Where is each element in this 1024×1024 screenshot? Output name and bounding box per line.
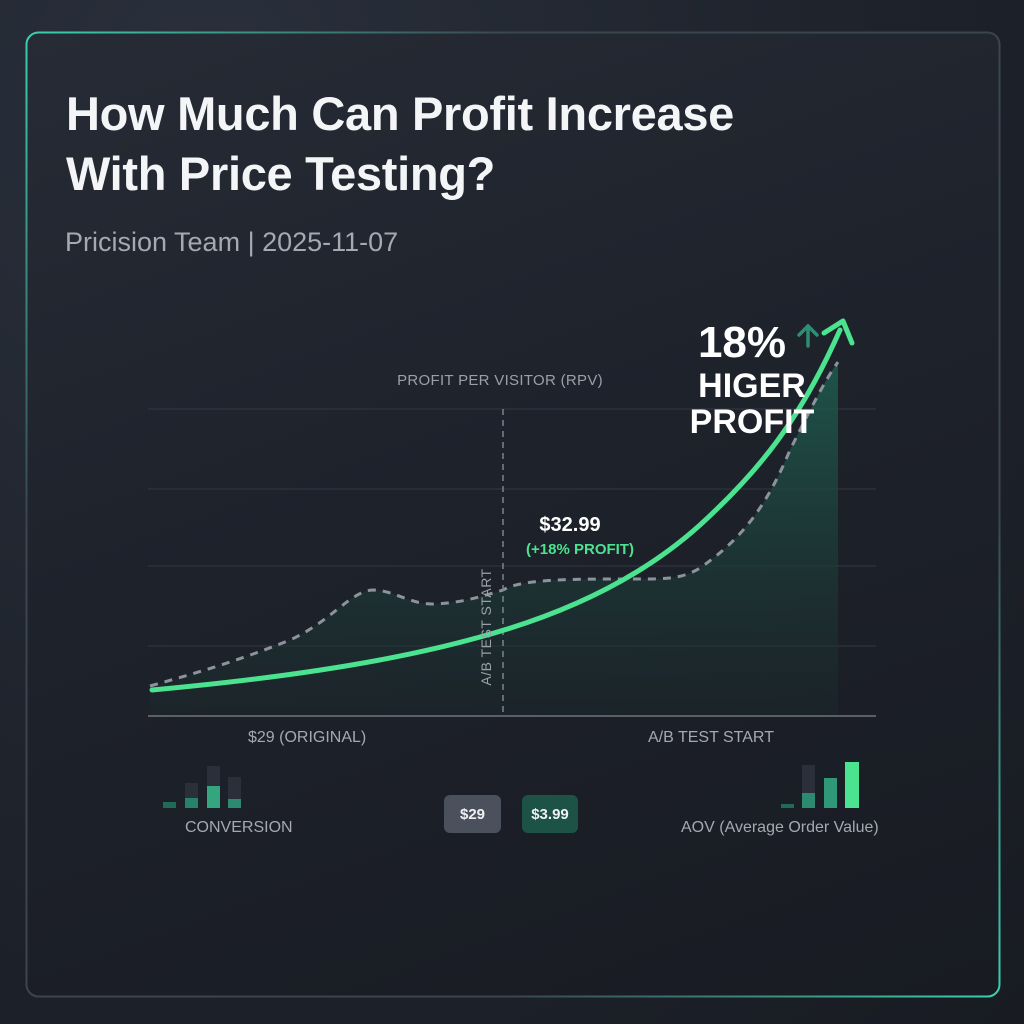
ab-test-marker-label: A/B TEST START bbox=[478, 568, 494, 686]
byline: Pricision Team | 2025-11-07 bbox=[65, 227, 399, 257]
conversion-label: CONVERSION bbox=[185, 819, 293, 836]
annotation-value: $32.99 bbox=[539, 514, 601, 536]
price-badge-original: $29 bbox=[444, 795, 501, 833]
headline-line-2: HIGER bbox=[698, 367, 806, 405]
trend-arrow-icon bbox=[821, 318, 855, 346]
aov-label: AOV (Average Order Value) bbox=[681, 819, 879, 836]
price-badge-new: $3.99 bbox=[522, 795, 578, 833]
x-label-original: $29 (ORIGINAL) bbox=[248, 729, 367, 746]
up-arrow-icon bbox=[797, 323, 819, 348]
headline-callout: 18% HIGER PROFIT bbox=[672, 318, 832, 440]
baseline-area bbox=[150, 362, 838, 716]
annotation-subtext: (+18% PROFIT) bbox=[526, 541, 634, 558]
x-label-test-start: A/B TEST START bbox=[648, 729, 774, 746]
page-title: How Much Can Profit Increase With Price … bbox=[66, 84, 734, 204]
headline-line-3: PROFIT bbox=[689, 403, 815, 441]
title-line-1: How Much Can Profit Increase bbox=[66, 87, 735, 140]
headline-percent: 18% bbox=[697, 318, 787, 367]
optimized-line bbox=[149, 327, 843, 693]
baseline-dashed-line bbox=[149, 361, 840, 688]
chart-title: PROFIT PER VISITOR (RPV) bbox=[397, 372, 603, 389]
title-line-2: With Price Testing? bbox=[66, 147, 496, 200]
aov-mini-chart bbox=[781, 758, 861, 808]
conversion-mini-chart bbox=[163, 758, 243, 808]
